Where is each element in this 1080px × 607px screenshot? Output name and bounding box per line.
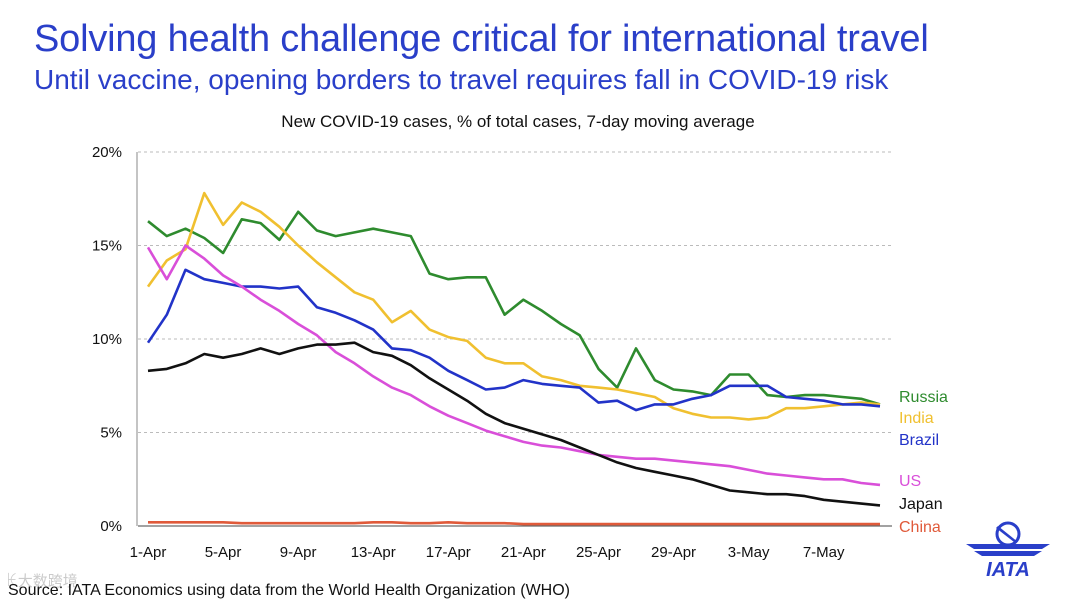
x-tick-label: 1-Apr bbox=[130, 544, 167, 561]
x-tick-label: 17-Apr bbox=[426, 544, 471, 561]
watermark: ꀘ大数跨境 bbox=[6, 573, 78, 590]
page-subtitle: Until vaccine, opening borders to travel… bbox=[34, 64, 889, 95]
x-tick-label: 21-Apr bbox=[501, 544, 546, 561]
legend-label-japan: Japan bbox=[899, 496, 943, 513]
source-note: Source: IATA Economics using data from t… bbox=[8, 582, 570, 599]
y-tick-label: 20% bbox=[92, 144, 122, 161]
legend-label-india: India bbox=[899, 410, 934, 427]
series-line-japan bbox=[147, 341, 881, 507]
y-tick-label: 5% bbox=[100, 425, 122, 442]
page-title: Solving health challenge critical for in… bbox=[34, 18, 929, 60]
y-tick-label: 15% bbox=[92, 238, 122, 255]
series-line-russia bbox=[147, 210, 881, 406]
x-tick-label: 3-May bbox=[728, 544, 770, 561]
iata-logo-text: IATA bbox=[986, 559, 1030, 580]
x-tick-label: 5-Apr bbox=[205, 544, 242, 561]
iata-logo: IATA bbox=[966, 521, 1050, 580]
legend-label-brazil: Brazil bbox=[899, 432, 939, 449]
x-tick-label: 7-May bbox=[803, 544, 845, 561]
y-tick-label: 10% bbox=[92, 331, 122, 348]
series-line-brazil bbox=[146, 268, 881, 412]
legend-label-russia: Russia bbox=[899, 389, 948, 406]
x-tick-label: 9-Apr bbox=[280, 544, 317, 561]
legend-label-us: US bbox=[899, 473, 921, 490]
y-tick-label: 0% bbox=[100, 518, 122, 535]
legend-label-china: China bbox=[899, 519, 941, 536]
chart-title: New COVID-19 cases, % of total cases, 7-… bbox=[281, 112, 755, 131]
x-tick-label: 13-Apr bbox=[351, 544, 396, 561]
series-line-china bbox=[148, 520, 880, 526]
series-line-india bbox=[146, 191, 881, 421]
x-tick-label: 25-Apr bbox=[576, 544, 621, 561]
series-line-us bbox=[146, 244, 881, 487]
x-tick-label: 29-Apr bbox=[651, 544, 696, 561]
